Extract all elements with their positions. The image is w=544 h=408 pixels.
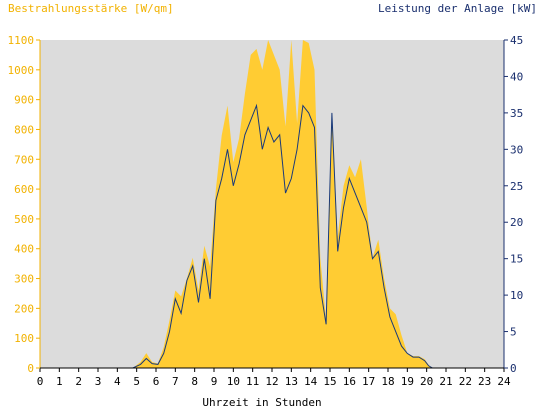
x-tick-label: 11: [246, 375, 259, 388]
x-tick-label: 15: [323, 375, 336, 388]
x-tick-label: 4: [114, 375, 121, 388]
left-axis-title: Bestrahlungsstärke [W/qm]: [8, 2, 174, 15]
x-tick-label: 0: [37, 375, 44, 388]
left-tick-label: 400: [14, 243, 34, 256]
left-tick-label: 700: [14, 153, 34, 166]
right-tick-label: 40: [510, 70, 523, 83]
irradiance-area-layer: [40, 40, 504, 368]
right-tick-label: 15: [510, 253, 523, 266]
x-tick-label: 5: [133, 375, 140, 388]
x-tick-label: 21: [439, 375, 452, 388]
left-tick-label: 600: [14, 183, 34, 196]
left-tick-label: 100: [14, 332, 34, 345]
right-tick-label: 5: [510, 326, 517, 339]
axes-layer: 0 1 2 3 4 5 6 7 8 9 10 11 12 13 14 15 16 17 18 19 20 21 22 23 24…: [8, 34, 524, 388]
x-tick-label: 3: [95, 375, 102, 388]
x-tick-label: 10: [227, 375, 240, 388]
x-tick-label: 13: [285, 375, 298, 388]
left-tick-label: 1100: [8, 34, 35, 47]
x-tick-label: 8: [191, 375, 198, 388]
irradiance-area: [40, 40, 504, 368]
x-tick-label: 24: [497, 375, 511, 388]
x-tick-label: 2: [75, 375, 82, 388]
left-tick-label: 800: [14, 123, 34, 136]
right-tick-label: 25: [510, 180, 523, 193]
right-tick-label: 20: [510, 216, 523, 229]
left-tick-label: 900: [14, 94, 34, 107]
x-tick-label: 14: [304, 375, 318, 388]
x-tick-label: 19: [401, 375, 414, 388]
right-tick-label: 35: [510, 107, 523, 120]
right-axis-title: Leistung der Anlage [kW]: [378, 2, 537, 15]
power-line-layer: [40, 103, 504, 369]
x-tick-label: 6: [153, 375, 160, 388]
x-tick-label: 7: [172, 375, 179, 388]
x-tick-label: 1: [56, 375, 63, 388]
x-tick-label: 23: [478, 375, 491, 388]
left-tick-label: 0: [27, 362, 34, 375]
x-tick-label: 17: [362, 375, 375, 388]
left-tick-label: 300: [14, 273, 34, 286]
left-tick-label: 200: [14, 302, 34, 315]
right-tick-label: 0: [510, 362, 517, 375]
x-tick-label: 16: [343, 375, 356, 388]
right-tick-label: 45: [510, 34, 523, 47]
right-tick-label: 10: [510, 289, 523, 302]
left-tick-label: 1000: [8, 64, 35, 77]
left-tick-label: 500: [14, 213, 34, 226]
x-tick-label: 22: [459, 375, 472, 388]
x-tick-label: 12: [265, 375, 278, 388]
right-tick-label: 30: [510, 143, 523, 156]
x-tick-label: 18: [381, 375, 394, 388]
x-tick-label: 20: [420, 375, 433, 388]
power-line: [40, 103, 504, 369]
x-axis-title: Uhrzeit in Stunden: [202, 396, 321, 408]
x-tick-label: 9: [211, 375, 218, 388]
